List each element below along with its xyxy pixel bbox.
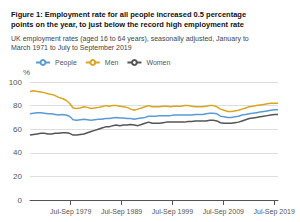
svg-text:Jul-Sep 1979: Jul-Sep 1979: [50, 208, 91, 216]
svg-text:%: %: [23, 68, 30, 77]
svg-text:Jul-Sep 1989: Jul-Sep 1989: [101, 208, 142, 216]
svg-text:40: 40: [13, 148, 22, 157]
svg-text:March 1971 to July to Septembe: March 1971 to July to September 2019: [11, 44, 132, 52]
svg-text:80: 80: [13, 101, 22, 110]
svg-text:Jul-Sep 2019: Jul-Sep 2019: [254, 208, 295, 216]
svg-text:UK employment rates (aged 16 t: UK employment rates (aged 16 to 64 years…: [11, 35, 249, 43]
svg-text:People: People: [55, 59, 77, 67]
svg-text:100: 100: [9, 78, 23, 87]
svg-text:Jul-Sep 2009: Jul-Sep 2009: [203, 208, 244, 216]
svg-text:Men: Men: [105, 59, 119, 66]
svg-text:Figure 1: Employment rate for: Figure 1: Employment rate for all people…: [11, 10, 246, 19]
svg-text:Women: Women: [146, 59, 170, 66]
svg-text:Jul-Sep 1999: Jul-Sep 1999: [152, 208, 193, 216]
svg-text:20: 20: [13, 172, 22, 181]
svg-text:0: 0: [18, 196, 23, 205]
svg-text:points on the year, to just be: points on the year, to just below the re…: [11, 20, 244, 29]
svg-text:60: 60: [13, 125, 22, 134]
